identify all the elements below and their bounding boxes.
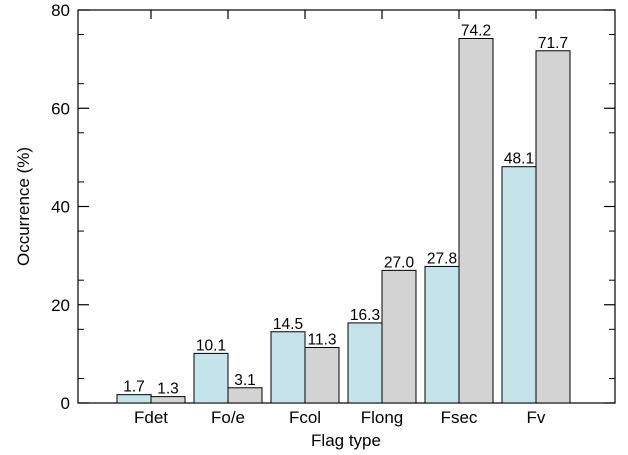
x-tick-label: Fsec <box>441 408 478 427</box>
bar-blue <box>116 394 152 404</box>
y-tick-label: 40 <box>51 198 70 217</box>
data-label: 3.1 <box>234 372 256 389</box>
x-axis-title: Flag type <box>311 431 381 450</box>
bar-gray <box>304 346 340 404</box>
data-label: 14.5 <box>273 316 303 333</box>
bar-blue <box>193 352 229 404</box>
y-tick-label: 80 <box>51 1 70 20</box>
data-label: 48.1 <box>504 151 534 168</box>
data-label: 71.7 <box>538 35 568 52</box>
y-axis-ticks: 0 20 40 60 80 <box>51 1 615 413</box>
data-label: 1.7 <box>123 379 145 396</box>
bar-gray <box>150 396 186 404</box>
data-label: 1.3 <box>157 381 179 398</box>
y-tick-label: 60 <box>51 99 70 118</box>
data-labels: 1.7 1.3 10.1 3.1 14.511.3 16.3 27.0 27.8 74.2 48.… <box>123 22 568 397</box>
bar-gray <box>535 50 571 404</box>
data-label: 74.2 <box>461 22 491 39</box>
data-label: 16.3 <box>350 307 380 324</box>
y-tick-label: 0 <box>61 394 70 413</box>
x-tick-label: Fo/e <box>211 408 245 427</box>
bar-blue <box>501 166 537 404</box>
x-tick-label: Fdet <box>134 408 168 427</box>
bar-blue <box>347 322 383 404</box>
bar-blue <box>270 331 306 404</box>
x-tick-label: Flong <box>361 408 404 427</box>
bars <box>116 37 571 404</box>
y-axis-title: Occurrence (%) <box>14 147 33 266</box>
x-axis-ticks: Fdet Fo/e Fcol Flong Fsec Fv <box>134 10 546 427</box>
bar-gray <box>381 269 417 404</box>
bar-gray <box>227 387 263 404</box>
bar-blue <box>424 265 460 404</box>
x-tick-label: Fv <box>527 408 546 427</box>
x-tick-label: Fcol <box>289 408 321 427</box>
y-tick-label: 20 <box>51 296 70 315</box>
data-label: 27.0 <box>384 254 415 271</box>
bar-gray <box>458 37 494 404</box>
data-label: 11.3 <box>307 331 336 348</box>
data-label: 27.8 <box>427 250 457 267</box>
data-label: 10.1 <box>196 337 226 354</box>
